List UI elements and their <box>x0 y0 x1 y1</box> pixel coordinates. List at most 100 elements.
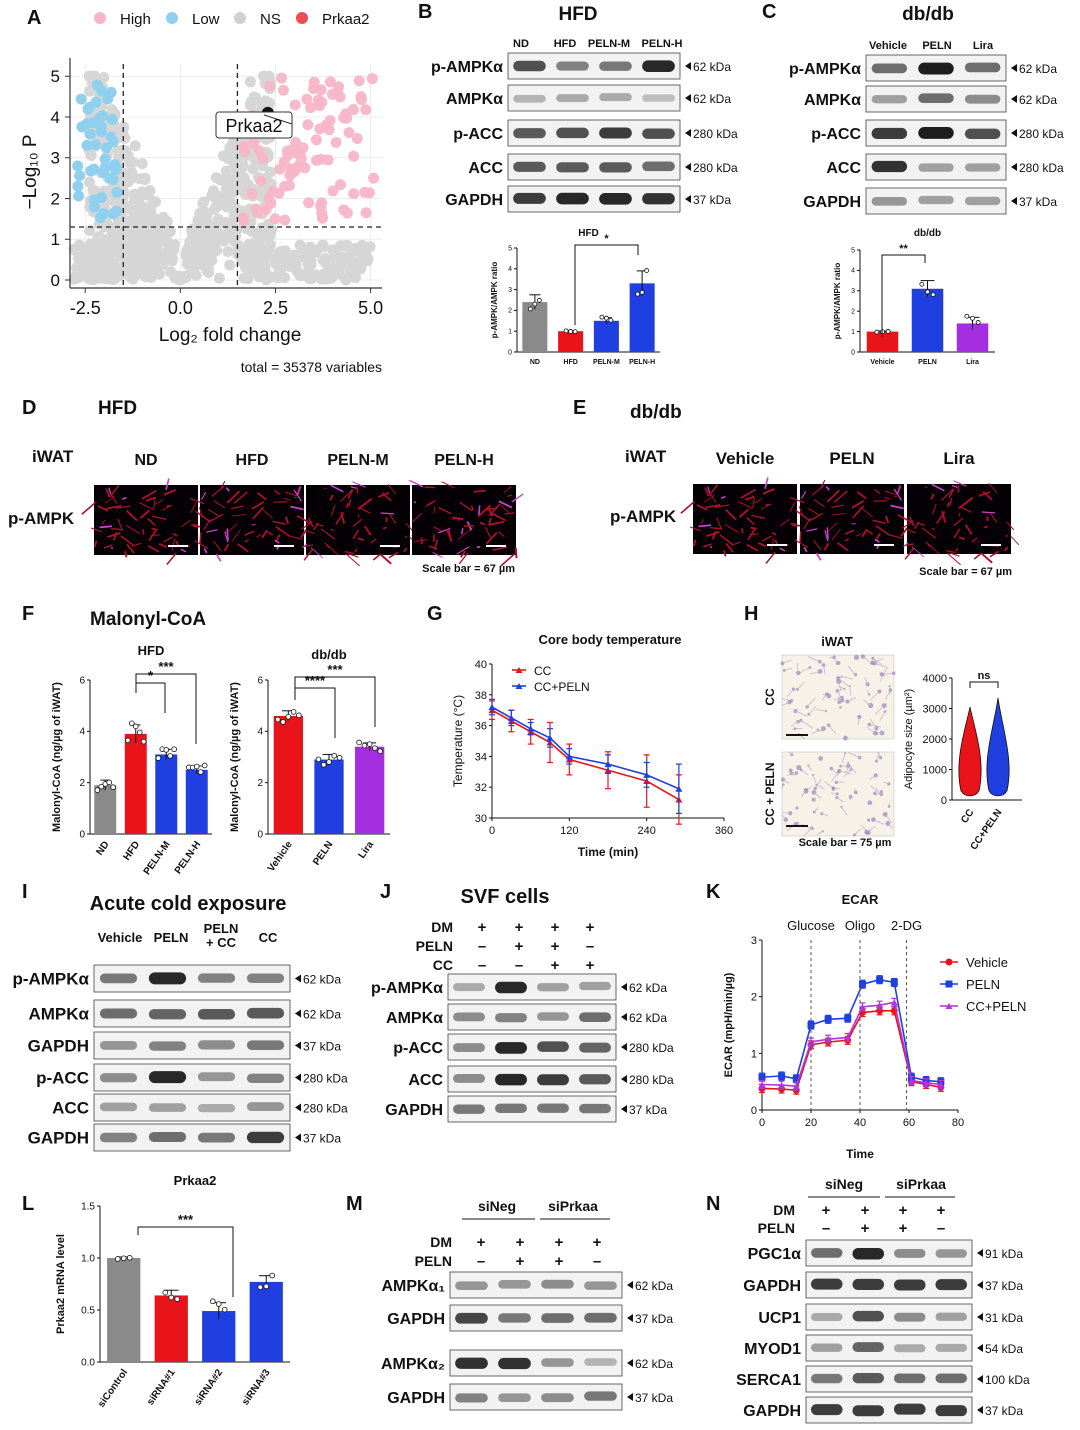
ytick-label: 0.5 <box>81 1305 95 1316</box>
panel-letter-F: F <box>22 603 34 625</box>
blot-band <box>495 1042 527 1054</box>
kda-label: 62 kDa <box>629 1011 667 1025</box>
legend-swatch <box>234 12 246 24</box>
image-column-label: HFD <box>236 452 269 469</box>
data-point <box>356 739 362 746</box>
blot-band <box>871 95 908 104</box>
blot-band <box>964 62 1001 73</box>
volcano-point-low <box>107 174 119 186</box>
membrane-stain <box>356 486 359 494</box>
membrane-stain <box>680 500 695 514</box>
series-marker <box>527 725 535 732</box>
blot-band <box>642 128 675 139</box>
blot-band <box>498 1313 531 1323</box>
treatment-label: CC <box>433 957 453 973</box>
volcano-point-high <box>316 197 328 209</box>
category-label: PELN-H <box>173 839 203 876</box>
membrane-stain <box>190 503 197 513</box>
cell-membrane <box>830 792 838 795</box>
category-label: Vehicle <box>266 839 295 874</box>
volcano-point-ns <box>294 239 306 251</box>
membrane-stain <box>387 483 397 495</box>
volcano-point-ns <box>169 271 181 283</box>
membrane-stain <box>470 505 474 511</box>
treatment-sign: – <box>515 957 523 974</box>
series-marker <box>876 976 884 984</box>
treatment-sign: – <box>477 1253 485 1270</box>
legend-marker <box>945 958 953 966</box>
membrane-stain <box>702 543 712 548</box>
injection-label: 2-DG <box>891 918 922 933</box>
membrane-stain <box>453 516 464 521</box>
volcano-point-ns <box>183 249 195 261</box>
treatment-sign: + <box>477 1234 486 1251</box>
membrane-stain <box>244 530 255 536</box>
volcano-point-ns <box>161 228 173 240</box>
kda-label: 280 kDa <box>693 127 738 141</box>
kda-marker <box>627 1393 633 1401</box>
treatment-sign: – <box>478 938 486 955</box>
kda-label: 37 kDa <box>1019 195 1057 209</box>
kda-label: 37 kDa <box>629 1103 667 1117</box>
volcano-point-ns <box>253 271 265 283</box>
blot-band <box>197 1008 236 1020</box>
volcano-point-ns <box>120 145 132 157</box>
data-point <box>126 1254 133 1261</box>
volcano-point-low <box>105 86 117 98</box>
volcano-point-high <box>288 166 300 178</box>
volcano-point-low <box>88 195 100 207</box>
cell-membrane <box>839 770 852 775</box>
significance-label: *** <box>158 659 174 674</box>
kda-label: 62 kDa <box>629 981 667 995</box>
y-axis-label: p-AMPK/AMPK ratio <box>833 263 842 340</box>
volcano-point-high <box>274 163 286 175</box>
volcano-point-high <box>348 150 360 162</box>
membrane-stain <box>414 539 428 542</box>
membrane-stain <box>487 506 494 517</box>
cell-membrane <box>831 768 839 776</box>
kda-marker <box>977 1313 983 1321</box>
chart-title: HFD <box>138 643 165 658</box>
volcano-point-ns <box>227 137 239 149</box>
volcano-point-ns <box>155 213 167 225</box>
ytick-label: 4000 <box>923 673 947 685</box>
membrane-stain <box>320 528 336 540</box>
membrane-stain <box>760 503 772 510</box>
category-label: siRNA#3 <box>240 1367 273 1407</box>
kda-marker <box>627 1281 633 1289</box>
volcano-point-ns <box>232 157 244 169</box>
treatment-label: PELN <box>416 938 453 954</box>
membrane-stain <box>856 491 867 500</box>
ytick-label: 4 <box>851 268 855 275</box>
kda-label: 62 kDa <box>1019 93 1057 107</box>
membrane-stain <box>1004 546 1009 552</box>
blot-band <box>871 160 908 173</box>
kda-label: 62 kDa <box>303 973 341 987</box>
volcano-point-ns <box>224 231 236 243</box>
series-line-CC+PELN <box>491 706 680 790</box>
membrane-stain <box>874 488 881 494</box>
volcano-point-ns <box>232 170 244 182</box>
xtick-label: 5.0 <box>358 298 383 318</box>
ytick-label: 30 <box>475 813 487 825</box>
membrane-stain <box>896 485 901 493</box>
category-label: PELN-M <box>142 839 173 877</box>
treatment-sign: + <box>861 1202 870 1219</box>
volcano-point-high <box>289 99 301 111</box>
nucleus <box>817 659 822 664</box>
membrane-stain <box>746 517 755 526</box>
blot-row-label: AMPKα <box>28 1005 89 1024</box>
volcano-point-ns <box>248 91 260 103</box>
blot-band <box>246 1040 285 1051</box>
membrane-stain <box>358 506 371 514</box>
volcano-point-ns <box>129 210 141 222</box>
volcano-point-high <box>355 94 367 106</box>
membrane-stain <box>714 504 730 508</box>
membrane-stain <box>949 552 960 557</box>
membrane-stain <box>765 551 776 564</box>
membrane-stain <box>310 547 324 559</box>
membrane-stain <box>823 542 830 551</box>
significance-bracket <box>135 682 166 713</box>
membrane-stain <box>911 546 925 558</box>
membrane-stain <box>953 517 964 527</box>
